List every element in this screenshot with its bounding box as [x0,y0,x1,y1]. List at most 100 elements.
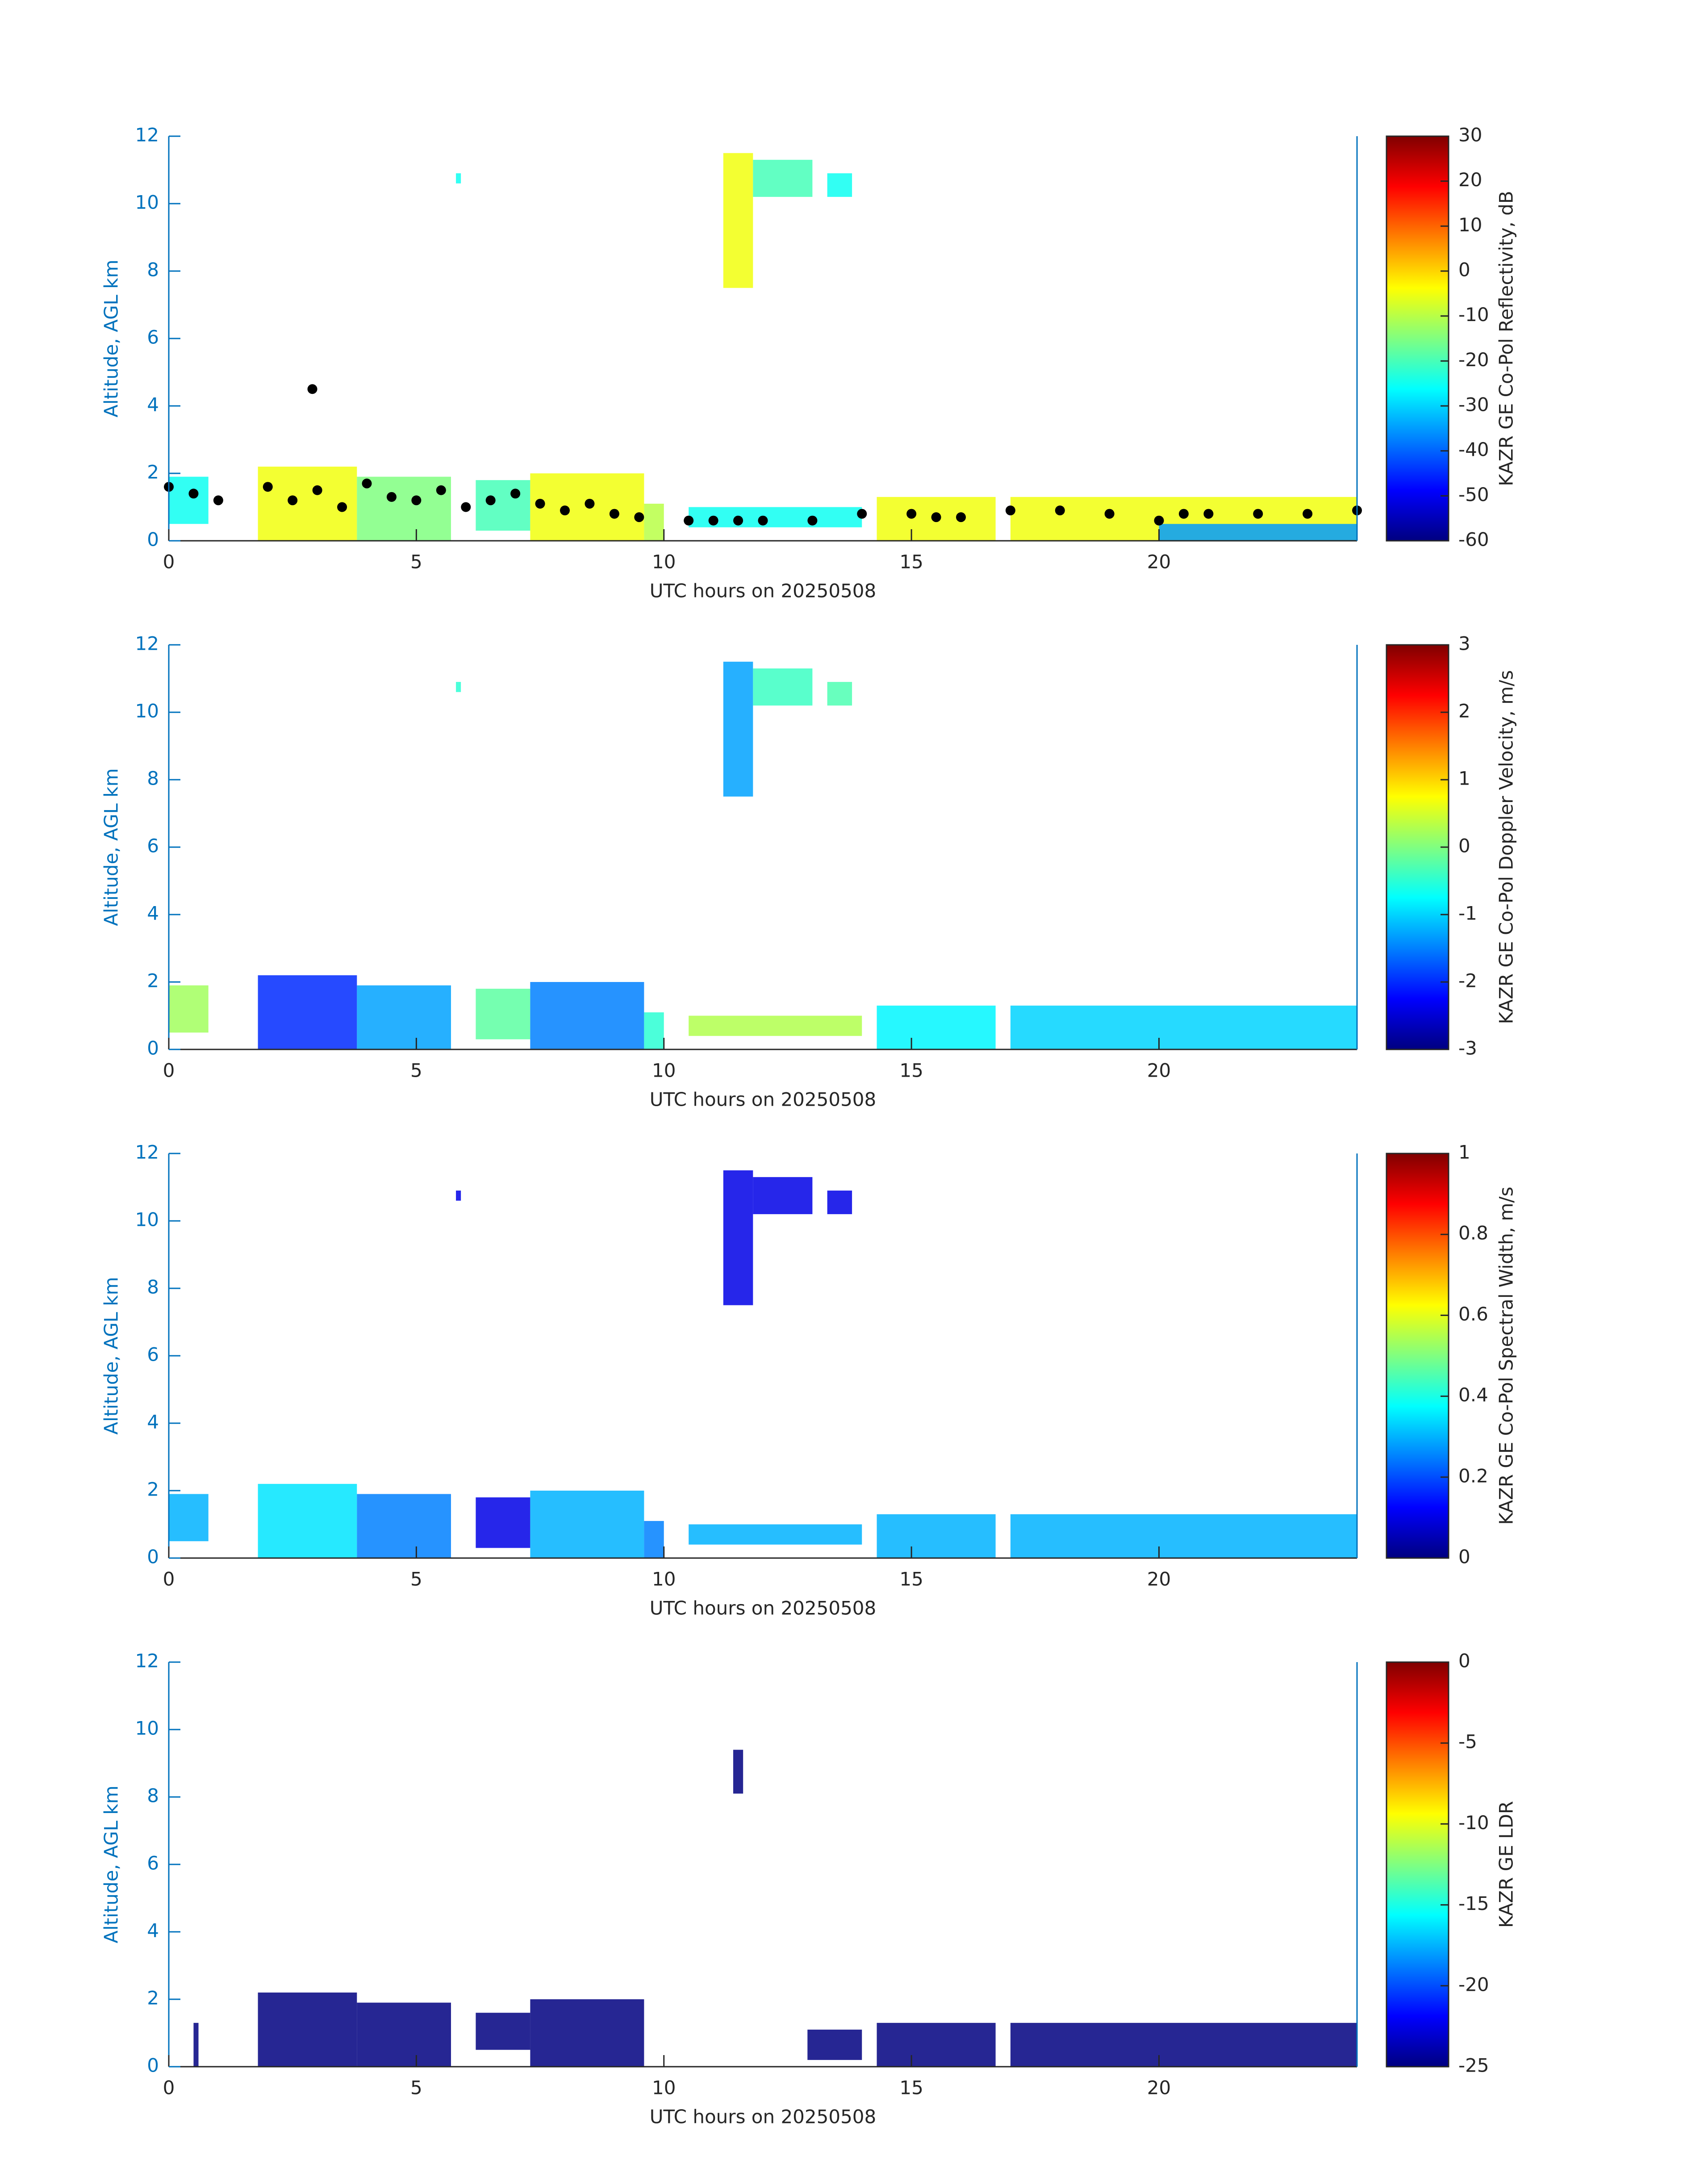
echo-cell [476,480,530,531]
x-tick-label: 0 [163,551,175,573]
x-tick-label: 10 [652,551,676,573]
cloud-base-point [857,509,867,519]
y-tick-label: 12 [135,124,159,146]
y-tick-label: 10 [135,1717,159,1739]
echo-cell [456,173,461,184]
y-tick-label: 8 [147,259,159,281]
colorbar-tick-label: -10 [1458,1812,1489,1834]
echo-cell [530,1491,644,1558]
x-axis-label: UTC hours on 20250508 [650,580,877,602]
cloud-base-point [411,495,422,506]
colorbar-tick-label: 0 [1458,1546,1470,1568]
colorbar [1386,1153,1449,1559]
echo-cell [877,1514,996,1558]
cloud-base-point [337,502,347,512]
echo-cell [357,476,451,541]
cloud-base-point [634,512,644,522]
colorbar-label: KAZR GE Co-Pol Reflectivity, dB [1495,191,1517,486]
colorbar-tick-label: -10 [1458,304,1489,326]
cloud-base-point [436,485,446,495]
echo-cell [258,1483,357,1558]
x-tick-label: 20 [1147,1568,1171,1590]
cloud-base-point [1154,515,1164,526]
colorbar-tick-label: -25 [1458,2055,1489,2077]
colorbar-tick-label: -50 [1458,484,1489,506]
cloud-base-point [362,478,372,489]
cloud-base-point [708,515,718,526]
colorbar-tick-label: 0 [1458,259,1470,281]
colorbar-tick-label: 1 [1458,768,1470,790]
y-tick-label: 4 [147,1411,159,1433]
colorbar-tick-label: -3 [1458,1037,1477,1059]
colorbar-tick-label: 10 [1458,214,1482,236]
y-tick-label: 6 [147,326,159,348]
echo-cell [827,682,852,706]
x-axis-label: UTC hours on 20250508 [650,1597,877,1619]
cloud-base-point [733,515,743,526]
echo-cell [753,668,813,706]
echo-cell [258,975,357,1049]
echo-cell [169,476,209,524]
colorbar-tick-label: -20 [1458,1973,1489,1995]
echo-cell [877,1005,996,1049]
y-tick-label: 2 [147,1479,159,1500]
cloud-base-point [1253,509,1263,519]
cloud-base-point [560,506,570,516]
cloud-base-point [1055,506,1065,516]
colorbar-tick-label: 0.4 [1458,1384,1488,1406]
colorbar-tick-label: 0.6 [1458,1303,1488,1325]
echo-cell [530,1999,644,2067]
colorbar-tick-label: -2 [1458,970,1477,992]
colorbar [1386,1661,1449,2068]
x-axis-label: UTC hours on 20250508 [650,2106,877,2128]
colorbar-tick-label: -1 [1458,903,1477,924]
colorbar-label: KAZR GE Co-Pol Spectral Width, m/s [1495,1187,1517,1525]
colorbar-tick-label: 20 [1458,169,1482,191]
echo-cell [723,153,753,288]
echo-cell [644,1012,664,1049]
echo-cell [169,985,209,1033]
echo-cell [357,1494,451,1558]
y-tick-label: 2 [147,970,159,992]
colorbar-tick-label: -15 [1458,1893,1489,1914]
y-tick-label: 8 [147,1785,159,1807]
echo-cell [827,1191,852,1214]
y-tick-label: 4 [147,1920,159,1942]
colorbar-label: KAZR GE LDR [1495,1801,1517,1928]
colorbar-tick-label: 1 [1458,1141,1470,1163]
cloud-base-point [263,482,273,492]
y-axis-label: Altitude, AGL km [100,768,122,926]
echo-cell [1159,524,1357,541]
echo-cell [753,159,813,197]
cloud-base-point [535,498,545,509]
x-axis-label: UTC hours on 20250508 [650,1089,877,1111]
colorbar-tick-label: -5 [1458,1731,1477,1753]
x-tick-label: 20 [1147,1060,1171,1082]
y-tick-label: 8 [147,768,159,790]
echo-cell [807,2029,862,2060]
echo-cell [689,1524,862,1545]
y-axis-label: Altitude, AGL km [100,259,122,417]
cloud-base-point [1203,509,1214,519]
colorbar-label: KAZR GE Co-Pol Doppler Velocity, m/s [1495,670,1517,1024]
y-tick-label: 10 [135,192,159,213]
colorbar-tick-label: 0 [1458,835,1470,857]
cloud-base-point [307,384,317,394]
y-axis-label: Altitude, AGL km [100,1277,122,1434]
y-tick-label: 10 [135,700,159,722]
cloud-base-point [585,498,595,509]
cloud-base-point [684,515,694,526]
x-tick-label: 15 [899,1060,923,1082]
cloud-base-point [931,512,941,522]
x-tick-label: 5 [410,1568,422,1590]
y-tick-label: 4 [147,903,159,924]
cloud-base-point [906,509,917,519]
echo-cell [689,507,862,527]
colorbar-tick-label: 0.2 [1458,1465,1488,1487]
cloud-base-point [461,502,471,512]
colorbar-tick-label: -30 [1458,394,1489,416]
echo-cell [1010,2022,1357,2067]
